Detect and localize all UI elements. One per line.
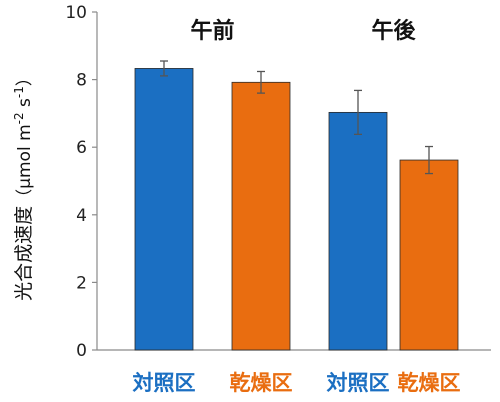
y-tick-label: 0 <box>76 341 87 361</box>
group-label: 午前 <box>190 18 234 44</box>
bar <box>399 159 459 351</box>
y-tick-label: 6 <box>76 138 87 158</box>
x-category-label: 対照区 <box>133 371 196 395</box>
x-category-label: 対照区 <box>327 371 390 395</box>
y-tick-label: 4 <box>76 206 87 226</box>
x-category-label: 乾燥区 <box>398 371 461 395</box>
y-tick-label: 8 <box>76 71 87 91</box>
y-axis-title: 光合成速度（μmol m-2 s-1） <box>12 69 35 301</box>
bar <box>134 68 194 351</box>
bar <box>328 111 388 351</box>
x-category-label: 乾燥区 <box>230 371 293 395</box>
bar <box>231 81 291 351</box>
y-axis-title-text: 光合成速度（μmol m-2 s-1） <box>12 69 35 301</box>
group-label: 午後 <box>371 18 416 44</box>
y-tick-label: 10 <box>65 3 87 23</box>
y-tick-label: 2 <box>76 273 87 293</box>
